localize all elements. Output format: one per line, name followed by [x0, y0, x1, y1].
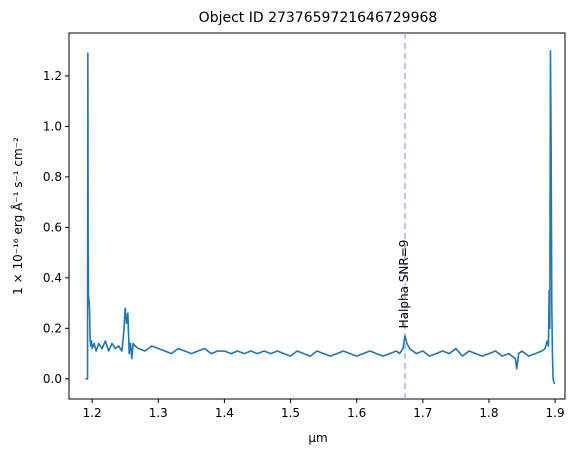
y-tick-label: 0.8: [43, 170, 62, 184]
x-tick-label: 1.4: [215, 406, 234, 420]
y-tick-label: 0.6: [43, 220, 62, 234]
y-tick-label: 1.0: [43, 119, 62, 133]
x-tick-label: 1.2: [83, 406, 102, 420]
x-tick-label: 1.8: [479, 406, 498, 420]
x-tick-label: 1.3: [149, 406, 168, 420]
plot-frame: [68, 32, 566, 400]
y-tick-label: 1.2: [43, 69, 62, 83]
x-tick-label: 1.5: [281, 406, 300, 420]
y-axis: 0.0 0.2 0.4 0.6 0.8 1.0 1.2: [43, 69, 69, 386]
y-tick-label: 0.4: [43, 271, 62, 285]
x-axis-label: μm: [308, 431, 327, 445]
y-tick-label: 0.2: [43, 321, 62, 335]
x-axis: 1.2 1.3 1.4 1.5 1.6 1.7 1.8 1.9: [83, 399, 565, 420]
chart-title: Object ID 2737659721646729968: [199, 10, 438, 26]
spectrum-series-line: [85, 49, 556, 385]
y-tick-label: 0.0: [43, 372, 62, 386]
y-axis-label: 1 × 10⁻¹⁶ erg Å⁻¹ s⁻¹ cm⁻²: [10, 137, 25, 295]
halpha-annotation: Halpha SNR=9: [397, 240, 411, 329]
x-tick-label: 1.7: [413, 406, 432, 420]
x-tick-label: 1.6: [347, 406, 366, 420]
x-tick-label: 1.9: [546, 406, 565, 420]
